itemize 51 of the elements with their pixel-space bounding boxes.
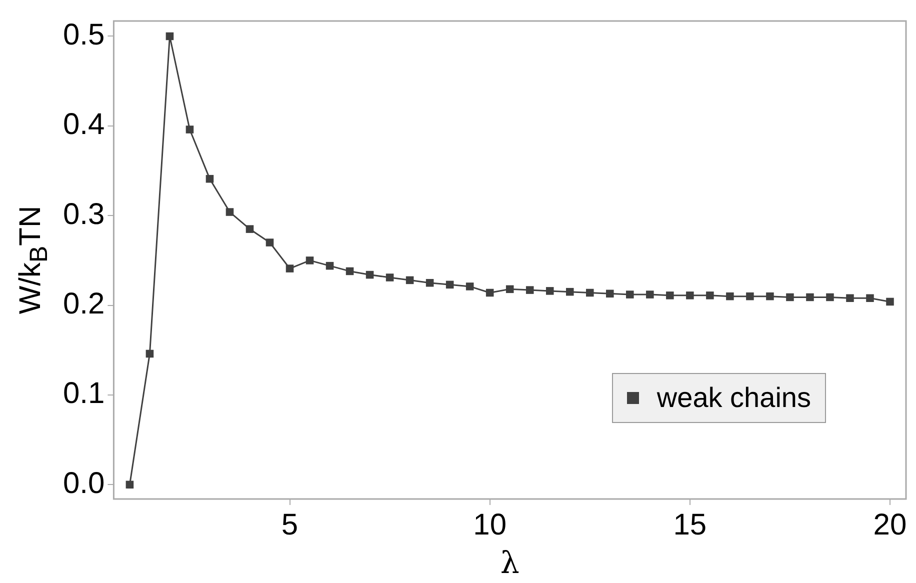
point	[466, 282, 474, 290]
point	[286, 264, 294, 272]
point	[866, 294, 874, 302]
point	[126, 480, 134, 489]
x-tick-label: 15	[673, 508, 707, 542]
x-tick-label: 5	[281, 508, 298, 542]
point	[226, 208, 234, 216]
point	[726, 292, 734, 300]
point	[446, 280, 454, 289]
y-tick-label: 0.2	[62, 288, 105, 321]
point	[766, 292, 774, 300]
point	[686, 292, 694, 300]
y-tick-label: 0.0	[62, 466, 105, 500]
point	[346, 267, 354, 276]
legend-label: weak chains	[656, 382, 811, 414]
point	[526, 286, 534, 294]
point	[786, 293, 794, 302]
point	[806, 293, 814, 302]
point	[546, 287, 554, 295]
point	[886, 298, 894, 306]
x-tick-label: 10	[473, 508, 507, 542]
point	[826, 293, 834, 302]
y-tick-label: 0.3	[62, 198, 105, 231]
y-tick-label: 0.1	[62, 377, 105, 410]
point	[626, 290, 634, 298]
point	[386, 274, 394, 282]
y-tick-label: 0.5	[62, 18, 105, 52]
point	[406, 276, 414, 284]
point	[746, 292, 754, 300]
point	[166, 32, 174, 40]
y-tick-label: 0.4	[62, 108, 105, 142]
point	[186, 126, 194, 134]
point	[366, 270, 374, 279]
point	[646, 290, 654, 298]
x-axis-title: λ	[500, 546, 520, 581]
point	[706, 292, 714, 300]
point	[206, 174, 214, 183]
point	[246, 225, 254, 233]
point	[426, 278, 434, 287]
point	[506, 285, 514, 294]
x-tick-label: 20	[873, 508, 907, 542]
point	[486, 288, 494, 297]
point	[566, 288, 574, 296]
point	[846, 294, 854, 302]
point	[666, 292, 674, 300]
point	[306, 256, 314, 264]
point	[606, 290, 614, 298]
point	[586, 288, 594, 297]
point	[266, 238, 274, 246]
point	[326, 262, 334, 270]
point	[146, 350, 154, 358]
